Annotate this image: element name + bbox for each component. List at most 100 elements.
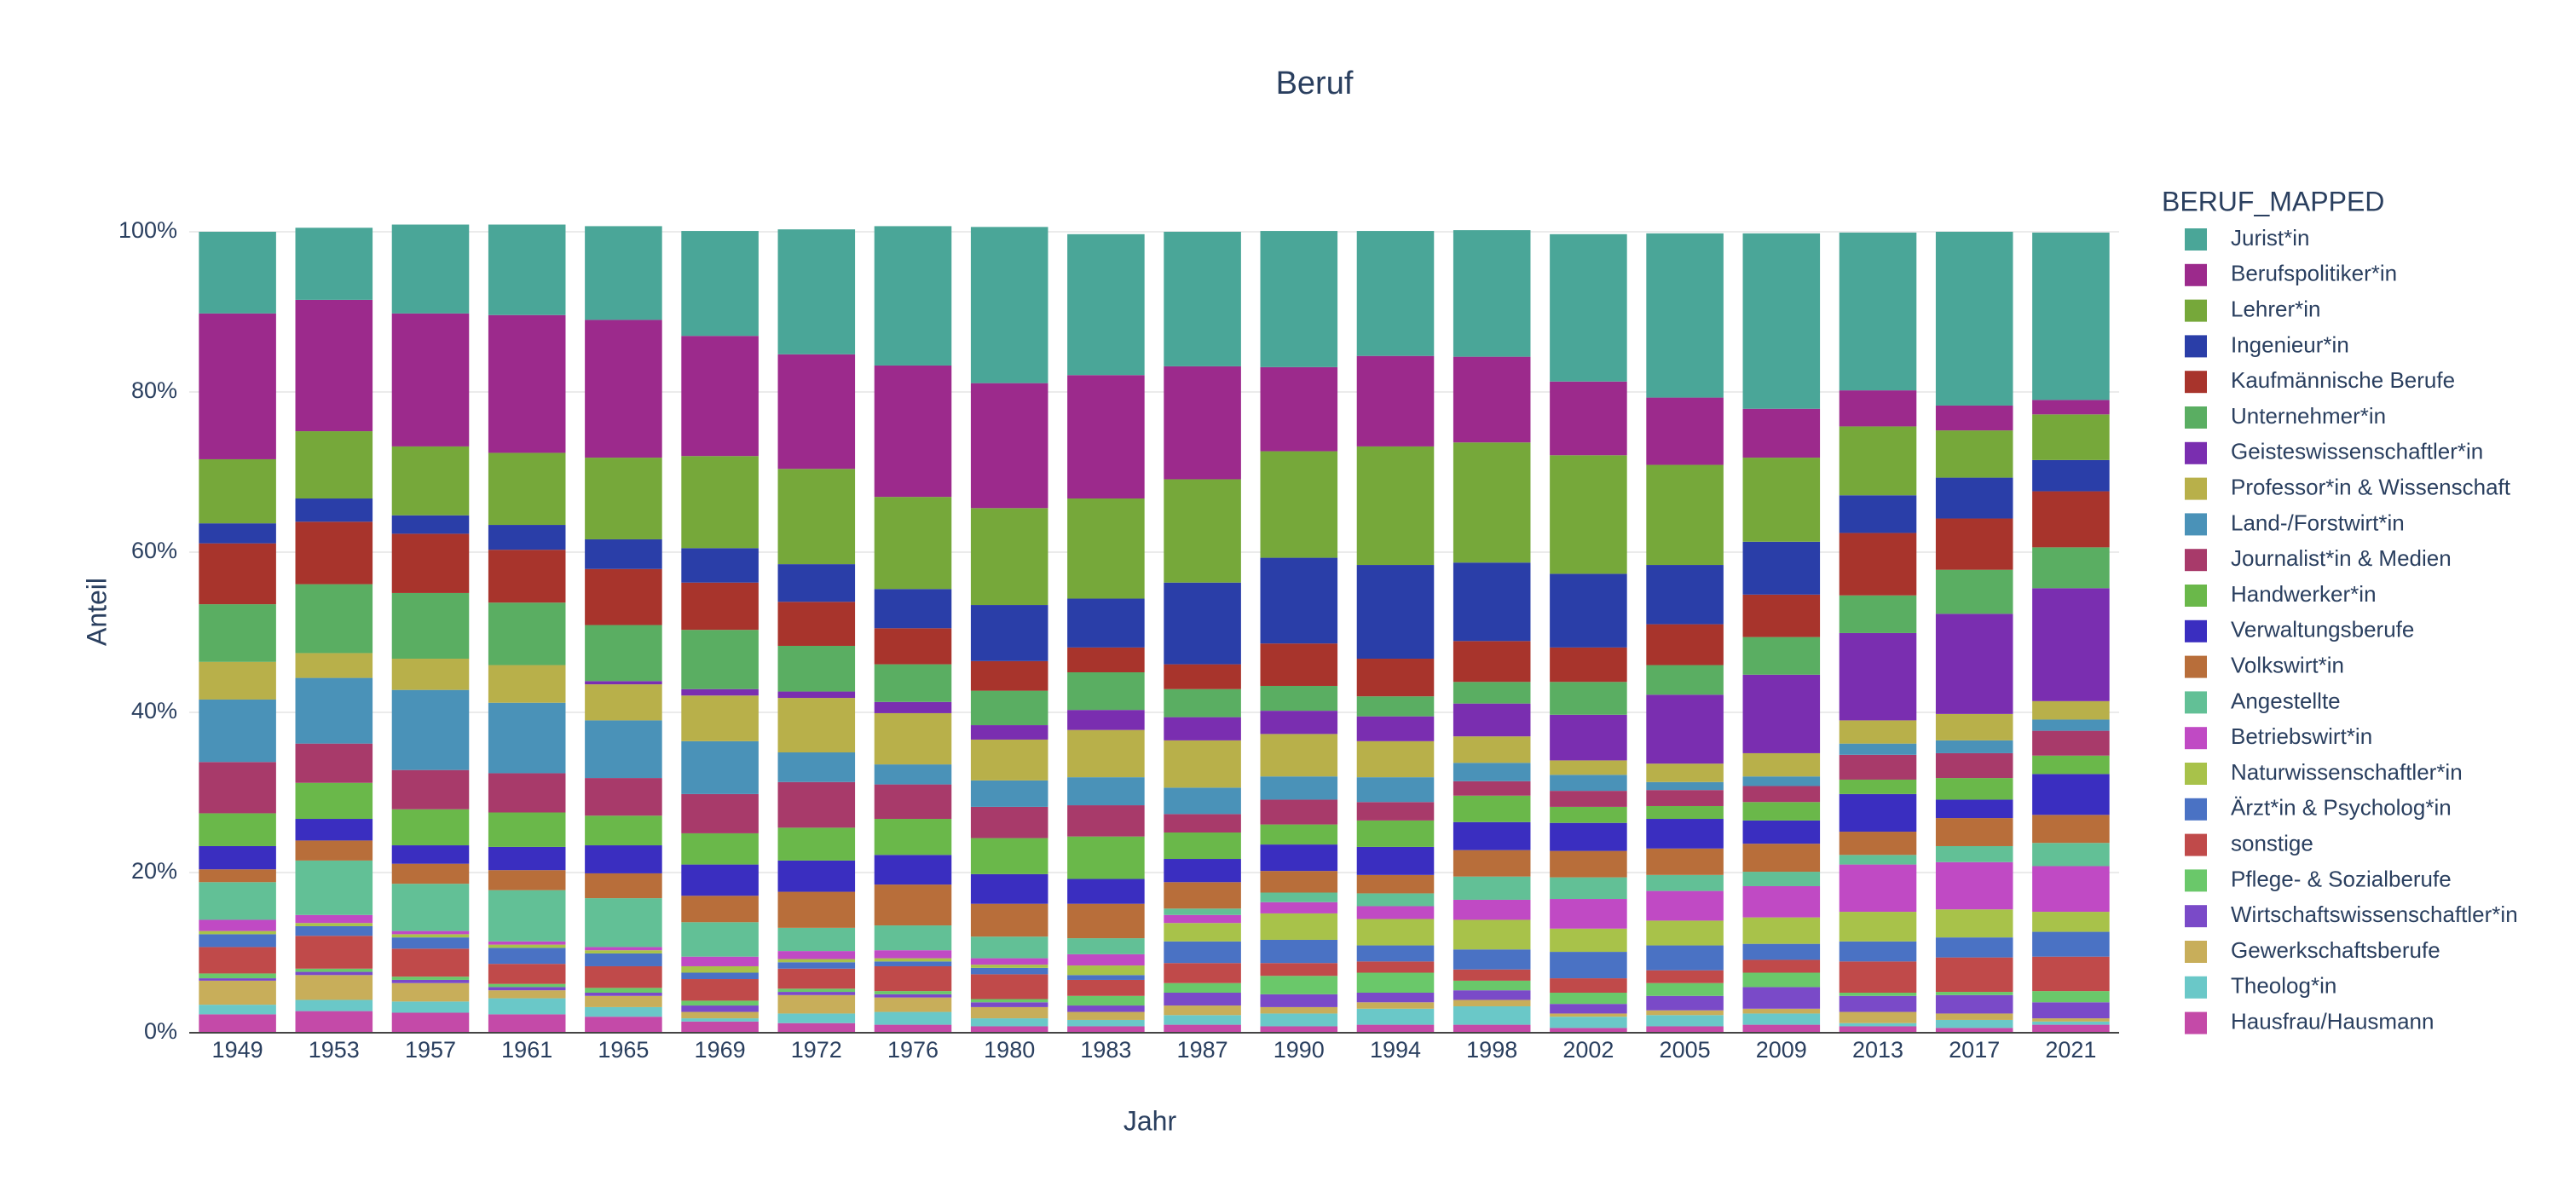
bar-segment (1356, 906, 1435, 919)
bar-segment (199, 762, 276, 814)
bar-segment (488, 224, 566, 315)
legend-label: Berufspolitiker*in (2231, 261, 2397, 286)
bar-segment (777, 951, 856, 959)
legend-label: Ärzt*in & Psycholog*in (2231, 795, 2452, 821)
bar-segment (1453, 682, 1531, 704)
bar-segment (1067, 953, 1145, 966)
bar-segment (1260, 824, 1338, 845)
bar-segment (488, 846, 566, 871)
bar-segment (585, 995, 662, 1007)
bar-segment (1164, 859, 1241, 883)
bar-segment (488, 990, 566, 999)
bar-segment (874, 855, 952, 885)
bar-segment (295, 860, 373, 915)
bar-segment (585, 684, 662, 721)
bar-segment (874, 628, 952, 665)
bar-segment (1839, 793, 1917, 832)
bar-segment (1742, 594, 1821, 637)
bar-segment (1453, 562, 1531, 642)
bar-segment (1260, 844, 1338, 872)
bar-segment (1067, 729, 1145, 778)
bar-segment (1742, 987, 1821, 1009)
x-tick-label: 1990 (1274, 1037, 1325, 1063)
bar-segment (488, 314, 566, 453)
bar-segment (1935, 1028, 2013, 1033)
bar-segment (391, 446, 470, 516)
bar-segment (777, 752, 856, 782)
legend-swatch (2185, 691, 2207, 714)
bar-segment (1550, 978, 1627, 993)
legend-label: Lehrer*in (2231, 296, 2321, 321)
bar-segment (488, 941, 566, 945)
x-tick-label: 1949 (212, 1037, 263, 1063)
bar-segment (2032, 1024, 2110, 1033)
bar-segment (295, 975, 373, 1000)
bar-segment (295, 299, 373, 432)
bar-segment (295, 968, 373, 972)
bar-segment (1356, 1002, 1435, 1009)
bar-segment (391, 224, 470, 314)
bar-segment (777, 229, 856, 354)
bar-segment (970, 936, 1048, 959)
bar-segment (199, 313, 276, 459)
bar-segment (970, 1006, 1048, 1019)
bar-segment (1839, 941, 1917, 962)
legend-label: Journalist*in & Medien (2231, 545, 2452, 571)
bar-segment (1260, 1013, 1338, 1027)
bar-segment (1742, 972, 1821, 988)
bar-segment (1646, 890, 1724, 921)
bar-segment (970, 227, 1048, 383)
bar-segment (1839, 961, 1917, 993)
bar-segment (585, 965, 662, 988)
bar-segment (2032, 931, 2110, 957)
bar-segment (199, 1005, 276, 1015)
bar-segment (1164, 582, 1241, 665)
bar-segment (1742, 674, 1821, 753)
bar-segment (1356, 874, 1435, 894)
bar-segment (874, 994, 952, 998)
bar-segment (585, 988, 662, 993)
bar-segment (1646, 970, 1724, 983)
bar-segment (777, 564, 856, 602)
bar-segment (874, 950, 952, 959)
bar-segment (1935, 430, 2013, 478)
x-tick-label: 2017 (1949, 1037, 2000, 1063)
bar-segment (1839, 1011, 1917, 1023)
x-tick-label: 1980 (984, 1037, 1035, 1063)
bar-segment (970, 838, 1048, 874)
legend-swatch (2185, 619, 2207, 642)
bar-segment (1550, 993, 1627, 1005)
y-tick-label: 80% (131, 377, 177, 403)
bar-segment (199, 543, 276, 605)
bar-segment (1260, 1006, 1338, 1014)
bar-segment (391, 982, 470, 1002)
bar-segment (2032, 700, 2110, 720)
bar-segment (488, 702, 566, 774)
bar-segment (1164, 982, 1241, 993)
bar-segment (2032, 1018, 2110, 1022)
bar-segment (1646, 624, 1724, 665)
bar-segment (1453, 850, 1531, 877)
bar-segment (1550, 806, 1627, 823)
bar-segment (1550, 682, 1627, 715)
bar-segment (874, 819, 952, 856)
legend: Jurist*in Berufspolitiker*in Lehrer*in Inge… (2185, 225, 2518, 1034)
bar-segment (970, 958, 1048, 965)
bar-segment (391, 659, 470, 690)
bar-segment (295, 431, 373, 499)
y-tick-label: 0% (144, 1018, 177, 1044)
bar-segment (970, 508, 1048, 606)
bar-segment (488, 452, 566, 526)
bar-segment (1839, 832, 1917, 856)
bar-segment (1356, 802, 1435, 821)
bar-segment (1164, 1024, 1241, 1033)
bar-segment (295, 1000, 373, 1011)
bar-segment (391, 689, 470, 770)
bar-segment (1646, 790, 1724, 806)
bar-segment (1260, 976, 1338, 994)
bar-segment (295, 840, 373, 861)
bar-segment (1935, 232, 2013, 406)
bar-segment (1935, 518, 2013, 570)
bar-segment (1550, 791, 1627, 807)
bar-segment (1935, 992, 2013, 995)
